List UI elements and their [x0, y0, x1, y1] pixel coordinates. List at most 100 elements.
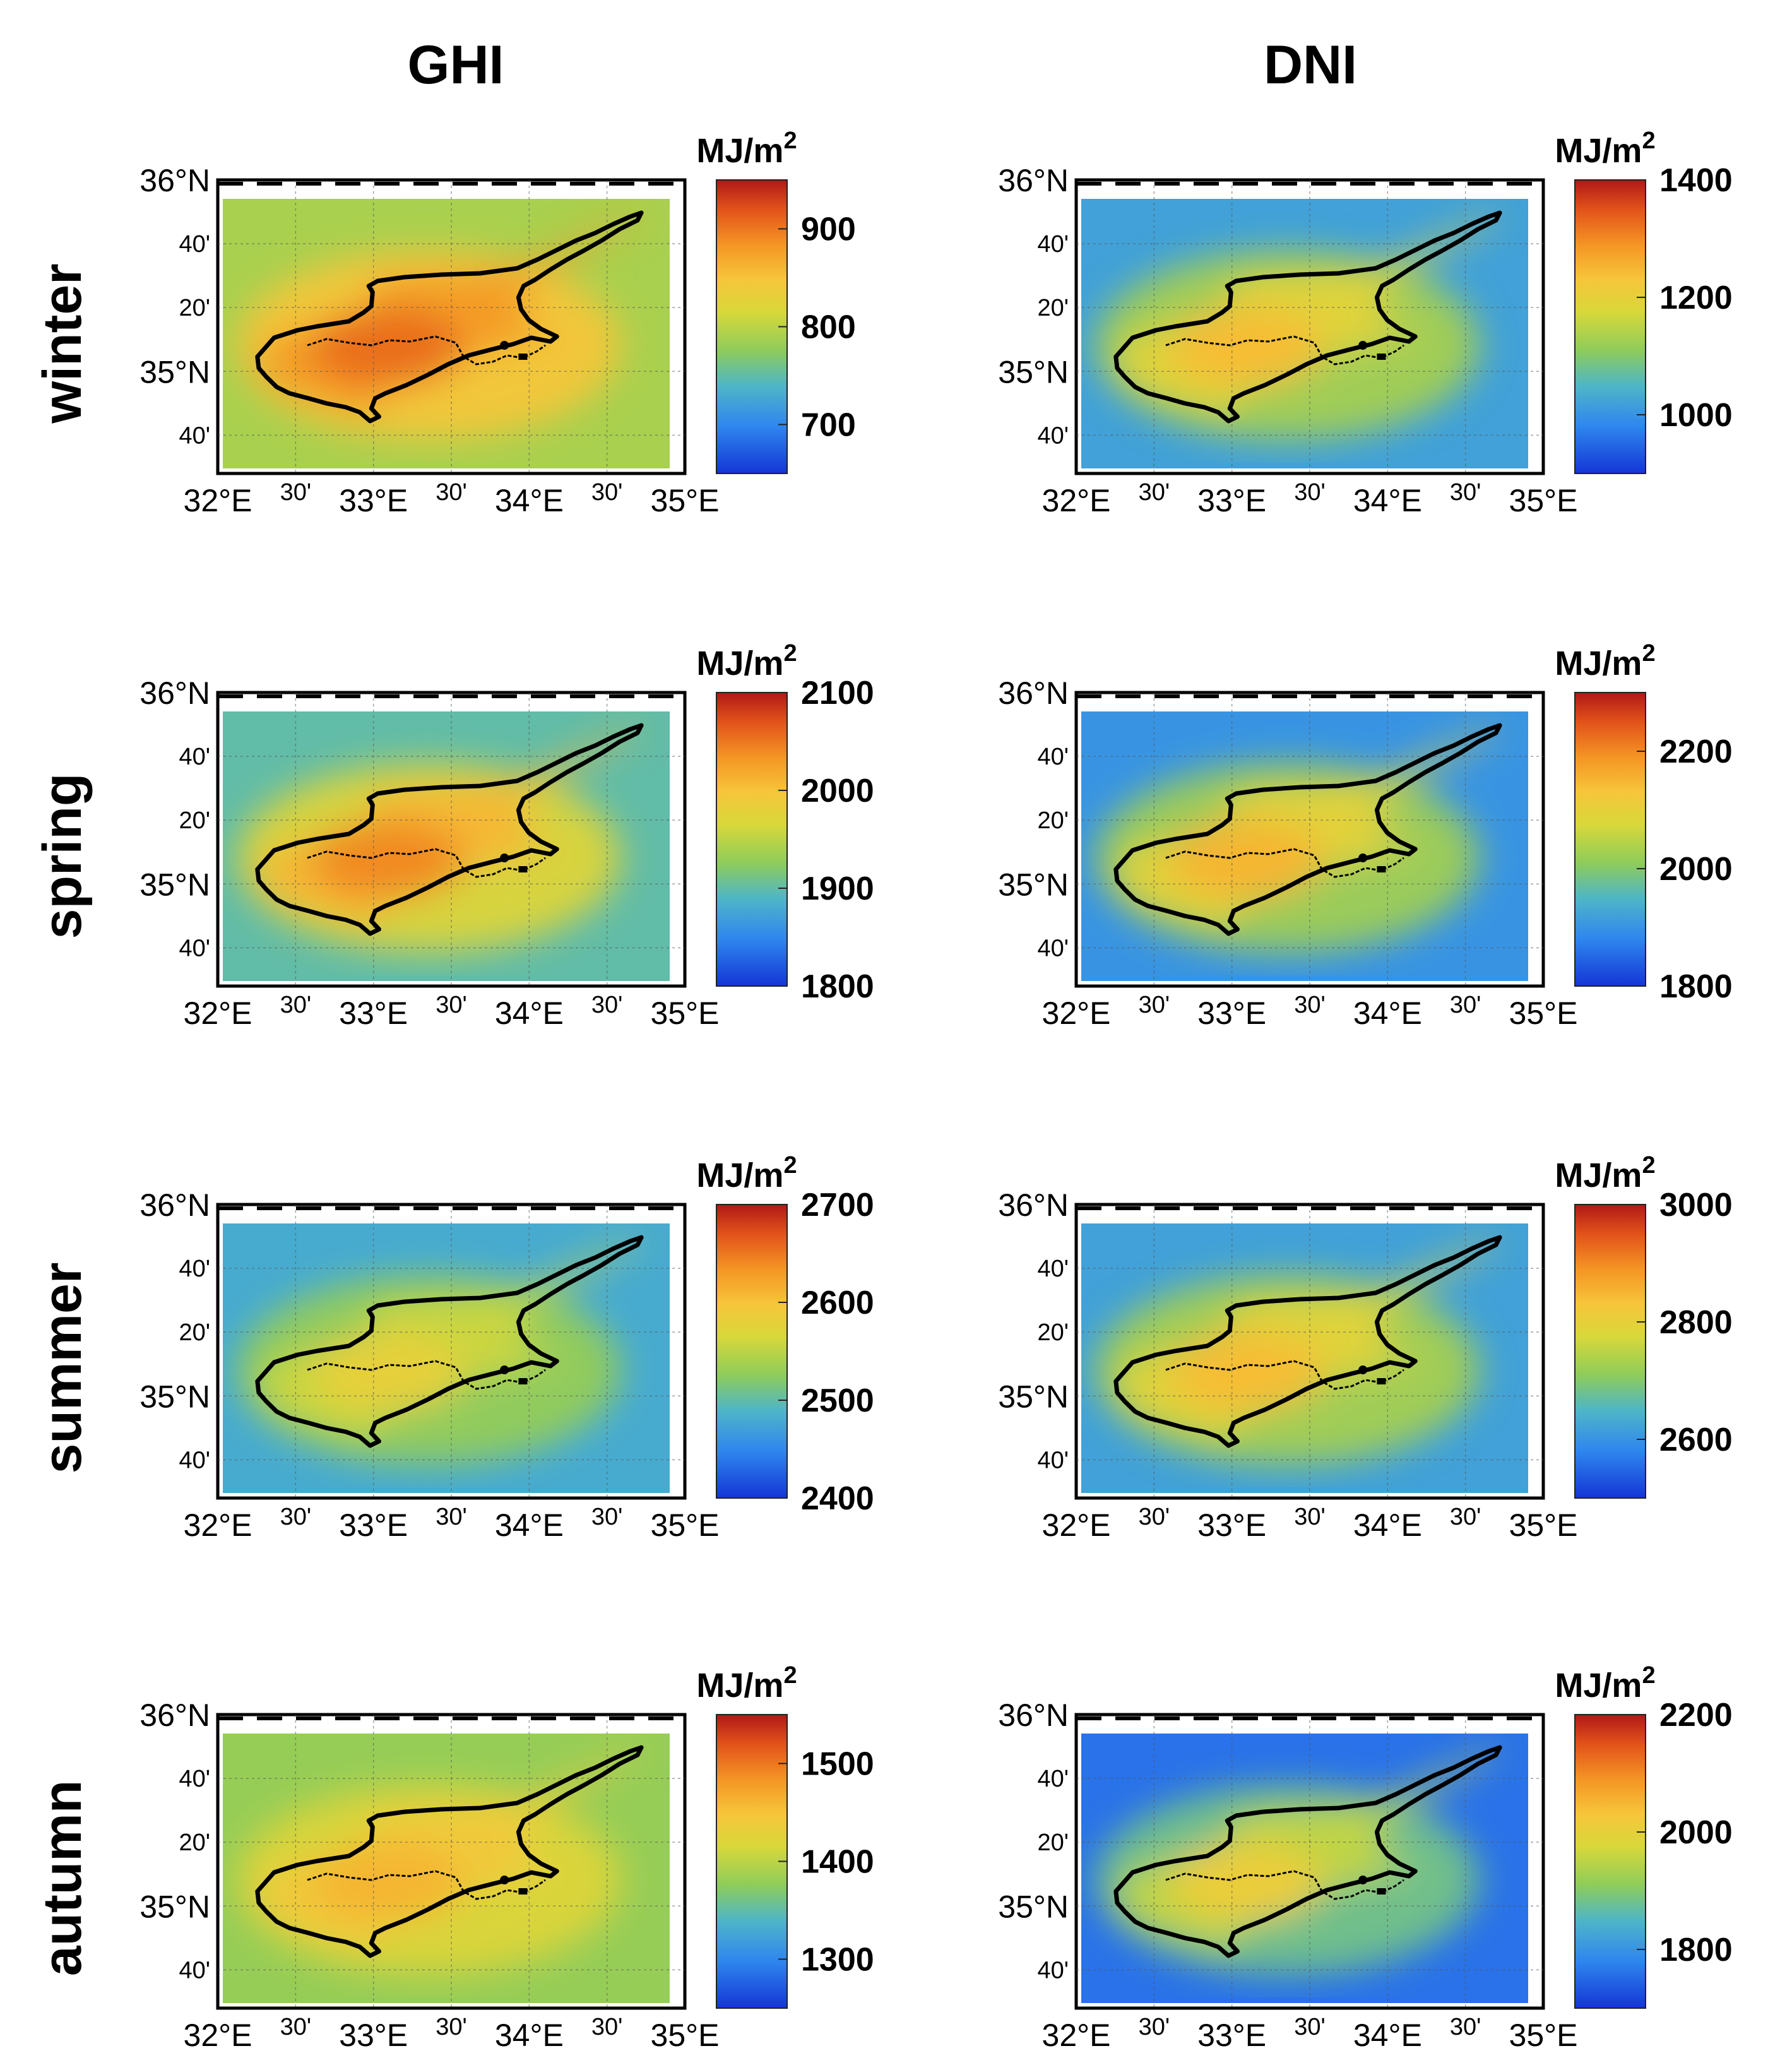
colorbar-tick-label: 2200 — [1659, 734, 1733, 770]
lon-tick-label: 30' — [1294, 2014, 1326, 2040]
lat-tick-label: 20' — [1037, 1829, 1069, 1856]
gradient-blend — [1095, 1747, 1500, 1975]
lat-tick-label: 40' — [1037, 744, 1069, 770]
lon-tick-label: 33°E — [339, 996, 408, 1031]
map-panel-ghi-spring: 32°E 30' 33°E 30' 34°E 30' 35°E 36°N 40' 20' 35°N 4… — [139, 640, 874, 1031]
lon-tick-label: 30' — [591, 479, 623, 506]
lat-tick-label: 40' — [179, 422, 210, 449]
peak-region — [310, 308, 465, 386]
row-label-winter: winter — [32, 263, 93, 424]
peak-region — [1168, 1843, 1323, 1921]
lon-tick-label: 30' — [1294, 479, 1326, 506]
lat-tick-label: 35°N — [998, 354, 1069, 390]
lat-tick-label: 40' — [1037, 1447, 1069, 1473]
lat-tick-label: 36°N — [998, 1187, 1069, 1223]
lat-tick-label: 20' — [1037, 295, 1069, 321]
colorbar — [716, 179, 788, 474]
lon-tick-label: 33°E — [339, 2018, 408, 2053]
colorbar-tick-label: 700 — [801, 407, 856, 444]
base-marker — [1377, 1378, 1386, 1384]
base-marker — [518, 1888, 528, 1895]
lat-tick-label: 36°N — [998, 163, 1069, 198]
gradient-blend — [237, 213, 642, 440]
town-marker — [500, 1365, 509, 1374]
peak-region — [1168, 308, 1323, 386]
lon-tick-label: 30' — [591, 992, 623, 1018]
colorbar-tick-label: 2200 — [1659, 1697, 1733, 1734]
lon-tick-label: 30' — [280, 2014, 312, 2040]
lat-tick-label: 40' — [179, 1447, 210, 1473]
lon-tick-label: 30' — [1139, 1504, 1170, 1530]
lon-tick-label: 33°E — [339, 1508, 408, 1543]
lon-tick-label: 34°E — [495, 2018, 564, 2053]
lat-tick-label: 36°N — [998, 1698, 1069, 1733]
town-marker — [1358, 341, 1368, 350]
map-panel-ghi-winter: 32°E 30' 33°E 30' 34°E 30' 35°E 36°N 40' 20' 35°N 4… — [139, 128, 855, 518]
column-title-dni: DNI — [1264, 35, 1357, 95]
cyprus-coastline — [255, 210, 644, 424]
lon-tick-label: 34°E — [495, 483, 564, 518]
map-panel-ghi-summer: 32°E 30' 33°E 30' 34°E 30' 35°E 36°N 40' 20' 35°N 4… — [139, 1152, 874, 1543]
colorbar-tick-label: 1400 — [1659, 162, 1733, 199]
lat-tick-label: 20' — [1037, 807, 1069, 834]
colorbar-tick-label: 2500 — [801, 1383, 874, 1419]
lon-tick-label: 32°E — [184, 483, 252, 518]
lon-tick-label: 30' — [280, 1504, 312, 1530]
colorbar-tick-label: 2600 — [801, 1285, 874, 1321]
peak-region — [1168, 821, 1323, 899]
town-marker — [500, 854, 509, 862]
gradient-blend — [237, 1237, 642, 1465]
colorbar-unit: MJ/m2 — [1555, 1662, 1655, 1704]
row-label-spring: spring — [32, 773, 93, 939]
lat-tick-label: 35°N — [998, 1889, 1069, 1924]
lat-tick-label: 40' — [1037, 422, 1069, 449]
lon-tick-label: 35°E — [1509, 483, 1578, 518]
lat-tick-label: 20' — [179, 1319, 210, 1346]
lon-tick-label: 35°E — [1509, 2018, 1578, 2053]
lon-tick-label: 34°E — [1353, 996, 1422, 1031]
gradient-blend — [237, 1747, 642, 1975]
lat-tick-label: 40' — [179, 1256, 210, 1282]
map-panel-ghi-autumn: 32°E 30' 33°E 30' 34°E 30' 35°E 36°N 40' 20' 35°N 4… — [139, 1662, 874, 2053]
peak-region — [310, 1333, 465, 1411]
peak-region — [1168, 1333, 1323, 1411]
lon-tick-label: 32°E — [184, 996, 252, 1031]
lat-tick-label: 20' — [179, 1829, 210, 1856]
base-marker — [1377, 354, 1386, 360]
lat-tick-label: 40' — [179, 231, 210, 258]
lat-tick-label: 36°N — [139, 1187, 210, 1223]
map-panel-dni-autumn: 32°E 30' 33°E 30' 34°E 30' 35°E 36°N 40' 20' 35°N 4… — [998, 1662, 1732, 2053]
lon-tick-label: 35°E — [1509, 1508, 1578, 1543]
lat-tick-label: 20' — [1037, 1319, 1069, 1346]
colorbar-unit: MJ/m2 — [696, 1662, 797, 1704]
column-title-ghi: GHI — [408, 35, 504, 95]
base-marker — [1377, 866, 1386, 872]
cyprus-coastline — [255, 1745, 644, 1958]
base-marker — [518, 1378, 528, 1384]
colorbar-unit: MJ/m2 — [696, 128, 797, 170]
lon-tick-label: 33°E — [1197, 483, 1266, 518]
lon-tick-label: 30' — [1450, 2014, 1481, 2040]
colorbar-tick-label: 1800 — [1659, 968, 1733, 1005]
map-panel-dni-summer: 32°E 30' 33°E 30' 34°E 30' 35°E 36°N 40' 20' 35°N 4… — [998, 1152, 1732, 1543]
cyprus-coastline — [1113, 1745, 1502, 1958]
lat-tick-label: 20' — [179, 807, 210, 834]
colorbar-tick-label: 3000 — [1659, 1187, 1733, 1223]
colorbar-tick-label: 1200 — [1659, 280, 1733, 316]
colorbar-tick-label: 1900 — [801, 871, 874, 907]
town-marker — [500, 1876, 509, 1884]
gradient-blend — [237, 725, 642, 953]
lon-tick-label: 34°E — [1353, 483, 1422, 518]
lon-tick-label: 30' — [436, 992, 467, 1018]
irradiance-field — [1081, 199, 1528, 468]
colorbar — [1574, 1714, 1646, 2009]
colorbar-unit: MJ/m2 — [1555, 128, 1655, 170]
colorbar-unit: MJ/m2 — [696, 640, 797, 682]
lon-tick-label: 30' — [591, 2014, 623, 2040]
colorbar-tick-label: 1400 — [801, 1844, 874, 1881]
lon-tick-label: 34°E — [495, 1508, 564, 1543]
lat-tick-label: 35°N — [998, 867, 1069, 902]
town-marker — [1358, 854, 1368, 862]
lat-tick-label: 40' — [1037, 1957, 1069, 1984]
